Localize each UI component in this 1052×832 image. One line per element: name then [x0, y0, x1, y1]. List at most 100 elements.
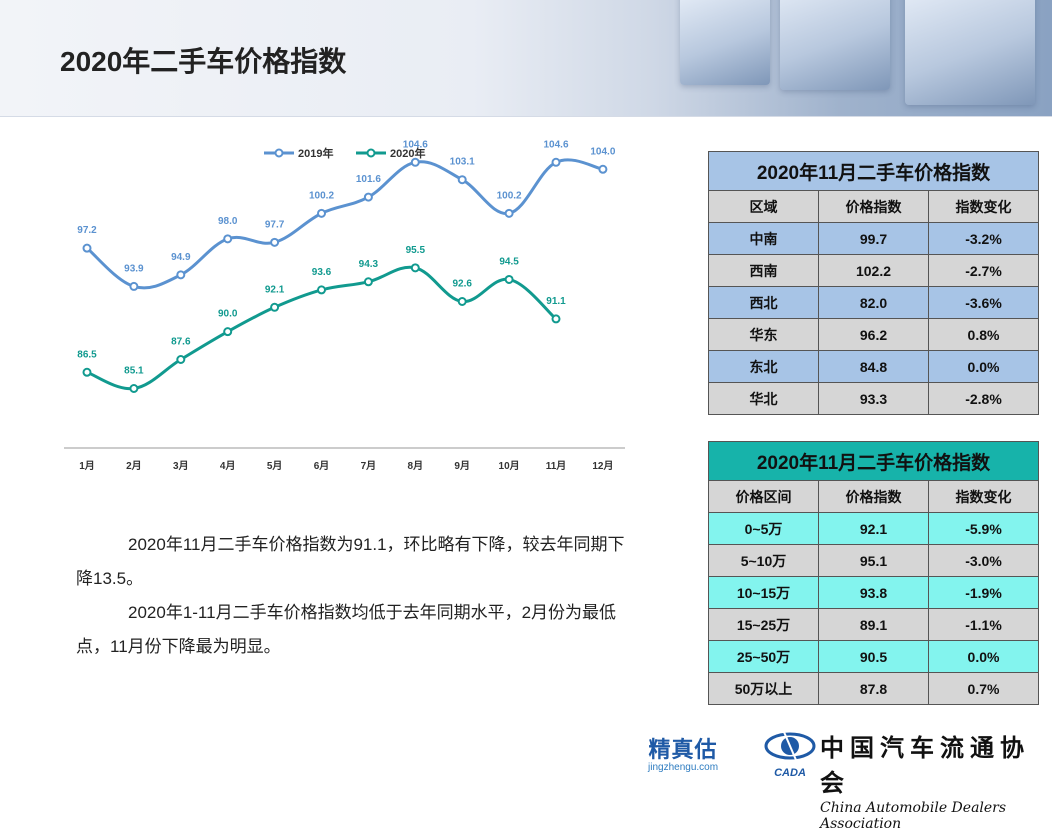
data-point [82, 367, 92, 377]
x-tick-label: 10月 [499, 460, 520, 472]
summary-text: 2020年11月二手车价格指数为91.1，环比略有下降，较去年同期下降13.5。… [76, 528, 636, 664]
index-cell: 89.1 [818, 608, 929, 641]
legend-label: 2019年 [298, 146, 333, 160]
data-label: 93.9 [124, 263, 144, 274]
data-point [598, 164, 608, 174]
table-row: 15~25万 89.1 -1.1% [708, 608, 1039, 641]
change-cell: -3.0% [928, 544, 1039, 577]
data-label: 94.5 [499, 256, 519, 267]
data-point [551, 314, 561, 324]
index-cell: 93.8 [818, 576, 929, 609]
data-label: 93.6 [312, 267, 332, 278]
price-range-cell: 10~15万 [708, 576, 819, 609]
change-cell: -3.2% [928, 222, 1039, 255]
data-point [82, 243, 92, 253]
cada-emblem-icon: CADA [764, 731, 816, 779]
x-tick-label: 12月 [592, 460, 613, 472]
column-header: 价格区间 [708, 480, 819, 513]
data-point [363, 277, 373, 287]
change-cell: -2.7% [928, 254, 1039, 287]
table-row: 25~50万 90.5 0.0% [708, 640, 1039, 673]
change-cell: -1.1% [928, 608, 1039, 641]
header-banner: 2020年二手车价格指数 [0, 0, 1052, 117]
price-range-cell: 25~50万 [708, 640, 819, 673]
header-decoration-cube [780, 0, 890, 90]
x-tick-label: 5月 [267, 460, 283, 472]
cada-chinese-name: 中国汽车流通协会 [820, 733, 1030, 797]
x-tick-label: 3月 [173, 460, 189, 472]
change-cell: -1.9% [928, 576, 1039, 609]
data-label: 85.1 [124, 366, 144, 377]
index-cell: 102.2 [818, 254, 929, 287]
data-label: 97.7 [265, 219, 285, 230]
data-label: 101.6 [356, 174, 381, 185]
price-range-cell: 5~10万 [708, 544, 819, 577]
index-cell: 90.5 [818, 640, 929, 673]
data-label: 92.6 [452, 279, 472, 290]
table-title: 2020年11月二手车价格指数 [708, 151, 1039, 191]
x-tick-label: 6月 [314, 460, 330, 472]
table-row: 东北 84.8 0.0% [708, 350, 1039, 383]
column-header: 指数变化 [928, 190, 1039, 223]
price-range-index-table: 2020年11月二手车价格指数 价格区间 价格指数 指数变化 0~5万 92.1… [708, 441, 1039, 705]
legend-marker [366, 148, 376, 158]
data-point [551, 157, 561, 167]
line-chart: 2019年 2020年 1月 2月 3月 4月 5月 6月 7月 8月 9月 10月 11月 12月 9… [64, 139, 625, 472]
header-decoration-cube [680, 0, 770, 85]
index-cell: 82.0 [818, 286, 929, 319]
data-point [176, 270, 186, 280]
summary-paragraph-1: 2020年11月二手车价格指数为91.1，环比略有下降，较去年同期下降13.5。 [76, 535, 625, 588]
x-tick-label: 4月 [220, 460, 236, 472]
table-row: 中南 99.7 -3.2% [708, 222, 1039, 255]
data-label: 97.2 [77, 225, 97, 236]
table-row: 5~10万 95.1 -3.0% [708, 544, 1039, 577]
x-tick-label: 9月 [454, 460, 470, 472]
change-cell: 0.0% [928, 350, 1039, 383]
data-point [410, 263, 420, 273]
table-row: 50万以上 87.8 0.7% [708, 672, 1039, 705]
price-range-cell: 50万以上 [708, 672, 819, 705]
region-cell: 中南 [708, 222, 819, 255]
x-tick-label: 2月 [126, 460, 142, 472]
index-cell: 84.8 [818, 350, 929, 383]
cada-abbr-text: CADA [774, 767, 806, 779]
change-cell: -5.9% [928, 512, 1039, 545]
data-label: 104.6 [543, 139, 568, 150]
header-decoration-cube [905, 0, 1035, 105]
index-cell: 95.1 [818, 544, 929, 577]
chart-legend: 2019年 2020年 [264, 146, 425, 160]
data-point [410, 157, 420, 167]
data-label: 94.9 [171, 252, 191, 263]
data-label: 100.2 [497, 190, 522, 201]
data-label: 104.0 [590, 146, 615, 157]
index-cell: 93.3 [818, 382, 929, 415]
x-tick-label: 8月 [408, 460, 424, 472]
region-cell: 西北 [708, 286, 819, 319]
data-label: 87.6 [171, 337, 191, 348]
data-point [504, 208, 514, 218]
data-point [176, 355, 186, 364]
table-row: 华北 93.3 -2.8% [708, 382, 1039, 415]
data-point [270, 237, 280, 247]
data-point [317, 208, 326, 218]
table-row: 西北 82.0 -3.6% [708, 286, 1039, 319]
cada-english-name: China Automobile Dealers Association [820, 800, 1007, 832]
region-index-table: 2020年11月二手车价格指数 区域 价格指数 指数变化 中南 99.7 -3.… [708, 151, 1039, 415]
table-row: 10~15万 93.8 -1.9% [708, 576, 1039, 609]
data-label: 91.1 [546, 296, 566, 307]
region-cell: 东北 [708, 350, 819, 383]
table-row: 西南 102.2 -2.7% [708, 254, 1039, 287]
change-cell: -3.6% [928, 286, 1039, 319]
page-title: 2020年二手车价格指数 [60, 46, 347, 77]
region-cell: 华北 [708, 382, 819, 415]
data-point [457, 175, 467, 185]
data-label: 98.0 [218, 216, 238, 227]
legend-item: 2019年 [264, 146, 333, 160]
data-label: 104.6 [403, 139, 428, 150]
jingzhengu-logo: 精真估 jingzhengu.com [648, 732, 718, 773]
data-point [504, 274, 514, 284]
data-point [270, 302, 280, 312]
legend-marker [274, 148, 284, 158]
data-label: 103.1 [450, 157, 475, 168]
summary-paragraph-2: 2020年1-11月二手车价格指数均低于去年同期水平，2月份为最低点，11月份下… [76, 603, 617, 656]
